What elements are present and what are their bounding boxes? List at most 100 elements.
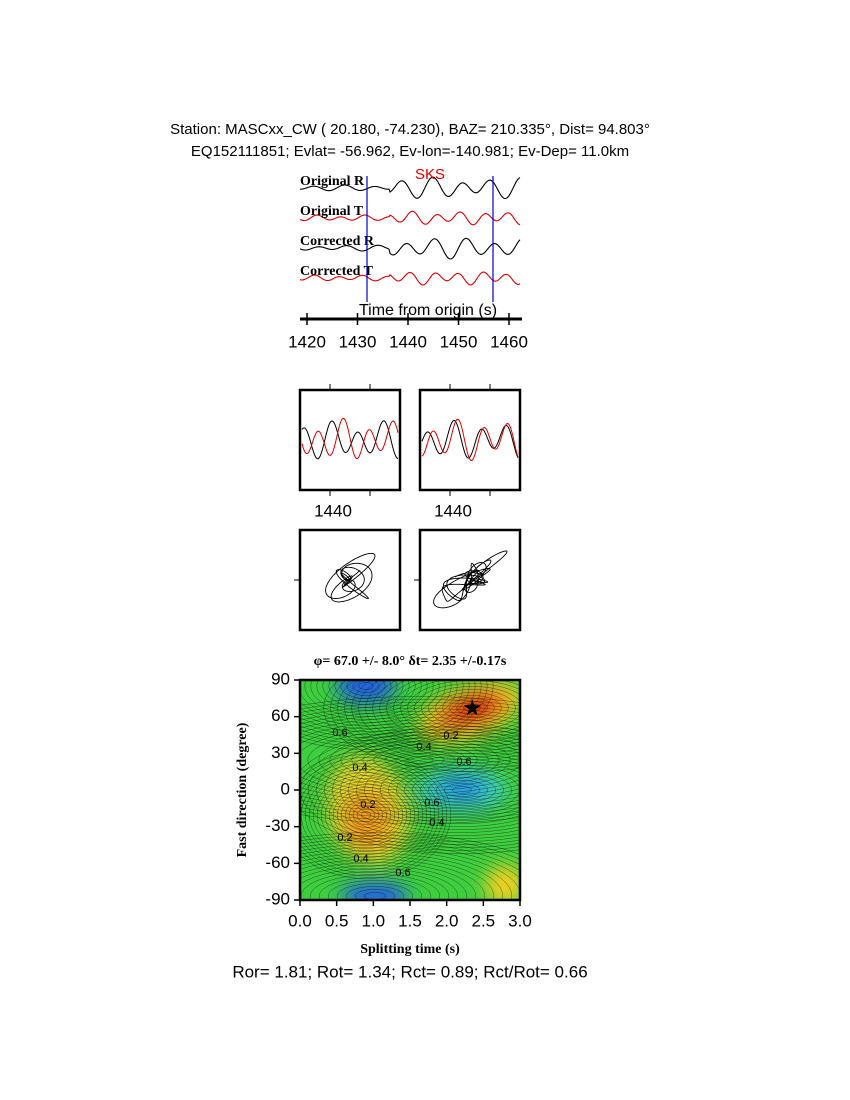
contour-label: 0.6 (424, 797, 439, 809)
contour (300, 680, 482, 744)
contour (300, 717, 520, 803)
contour (300, 680, 476, 741)
contour (300, 859, 485, 900)
footer: Ror= 1.81; Rot= 1.34; Rct= 0.89; Rct/Rot… (232, 962, 587, 981)
contour (328, 880, 422, 900)
trace-label: Original R (300, 174, 365, 189)
contour (442, 695, 502, 721)
contour (300, 711, 520, 809)
contour (300, 832, 520, 855)
contour (334, 680, 398, 702)
tick-label: 1460 (490, 332, 528, 351)
contour (300, 726, 520, 794)
trace-label: Corrected R (300, 234, 375, 249)
tick-label: 1430 (339, 332, 377, 351)
contour (316, 735, 520, 845)
contour (300, 680, 488, 747)
y-tick-label: 60 (271, 706, 290, 725)
contour (351, 741, 489, 779)
trace-label: Corrected T (300, 264, 374, 279)
contour (313, 775, 420, 855)
misfit-map: 0.60.40.20.60.40.2 0.60.40.20.40.6 (300, 680, 520, 900)
y-tick-label: 90 (271, 669, 290, 688)
tick-label: 1440 (434, 501, 472, 520)
window-panel (298, 388, 402, 492)
contour (345, 799, 388, 831)
contour (361, 811, 372, 819)
contour (300, 760, 439, 870)
contour (420, 774, 504, 806)
contour (300, 853, 503, 900)
contour (300, 699, 520, 821)
contour (340, 738, 500, 782)
y-axis-label: Fast direction (degree) (235, 722, 250, 857)
window-trace (301, 417, 399, 460)
contour (449, 698, 495, 718)
y-tick-label: -30 (265, 816, 290, 835)
contour (300, 680, 440, 723)
contour (380, 759, 520, 821)
y-tick-label: 0 (281, 779, 290, 798)
contour (349, 802, 384, 828)
contour (356, 750, 520, 830)
window-trace (301, 420, 399, 460)
particle-motion (325, 552, 376, 603)
window-trace (421, 418, 519, 462)
contour (388, 762, 520, 818)
contour (300, 680, 446, 726)
axis-label: Time from origin (s) (359, 302, 497, 319)
contour (309, 772, 424, 858)
best-fit-star (463, 699, 481, 716)
contour-label: 0.4 (353, 853, 368, 865)
contour (373, 747, 467, 773)
contour (300, 702, 520, 818)
contour (428, 777, 496, 803)
contour (321, 781, 412, 849)
contour (300, 680, 464, 735)
contour (300, 720, 520, 800)
header-line: EQ152111851; Evlat= -56.962, Ev-lon=-140… (191, 143, 629, 160)
contour (337, 793, 396, 837)
waveform-panel: Original R Original T Corrected R Corrected… (288, 174, 528, 351)
contour (337, 883, 413, 900)
contour (412, 771, 512, 809)
phase-label: SKS (415, 166, 445, 183)
contour (452, 786, 472, 794)
x-tick-label: 2.5 (472, 911, 496, 930)
contour (322, 680, 410, 708)
contour (300, 847, 520, 892)
contour (300, 726, 520, 854)
trace-label: Original T (300, 204, 364, 219)
contour (300, 868, 458, 900)
contour-label: 0.6 (395, 867, 410, 879)
contour (300, 841, 520, 871)
contour-label: 0.2 (443, 730, 458, 742)
contour (300, 680, 470, 738)
x-tick-label: 2.0 (435, 911, 459, 930)
contour (300, 856, 494, 900)
contour (300, 862, 476, 900)
grid-title: φ= 67.0 +/- 8.0° δt= 2.35 +/-0.17s (314, 654, 507, 669)
contour (395, 753, 445, 767)
contour (346, 886, 404, 900)
y-tick-label: 30 (271, 743, 290, 762)
x-axis-label: Splitting time (s) (360, 942, 460, 957)
contour (300, 850, 512, 900)
contour (406, 756, 434, 764)
contour (346, 680, 386, 696)
contour (300, 763, 435, 867)
x-tick-label: 0.5 (325, 911, 349, 930)
contour-label: 0.4 (352, 762, 367, 774)
contour (310, 874, 440, 900)
contour (300, 714, 520, 806)
contour (436, 780, 488, 800)
x-tick-label: 3.0 (508, 911, 532, 930)
tick-label: 1440 (389, 332, 427, 351)
contour (300, 680, 458, 732)
tick-label: 1420 (288, 332, 326, 351)
trace (300, 176, 521, 200)
trace (299, 210, 521, 226)
y-tick-label: -60 (265, 853, 290, 872)
contour-label: 0.6 (332, 727, 347, 739)
contour (300, 844, 520, 879)
